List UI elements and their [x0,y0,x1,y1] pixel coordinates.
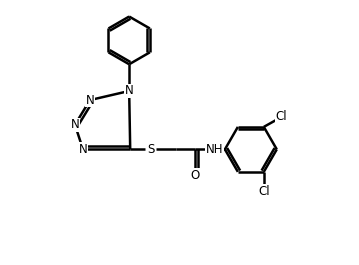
Text: NH: NH [206,143,223,156]
Text: N: N [125,85,134,98]
Text: Cl: Cl [258,185,270,198]
Text: Cl: Cl [276,110,287,123]
Text: N: N [71,118,79,131]
Text: O: O [190,169,200,182]
Text: N: N [85,94,94,107]
Text: S: S [147,143,155,156]
Text: N: N [79,143,87,156]
